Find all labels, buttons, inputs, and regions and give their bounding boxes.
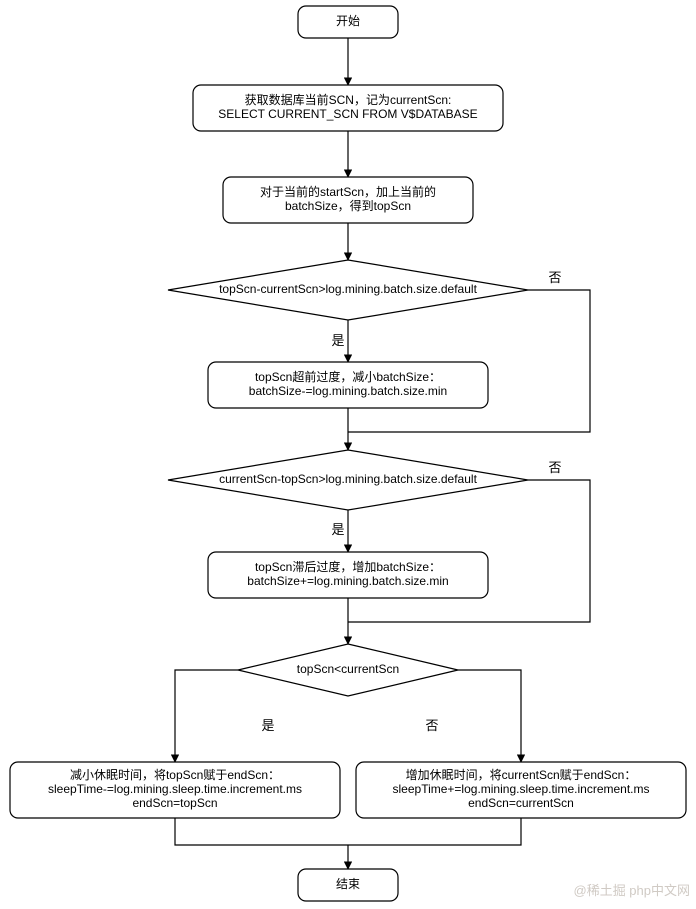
- node-dia2: currentScn-topScn>log.mining.batch.size.…: [168, 450, 528, 510]
- node-text: endScn=topScn: [132, 796, 217, 810]
- node-end: 结束: [298, 869, 398, 901]
- edge: [175, 818, 348, 845]
- node-inc: topScn滞后过度，增加batchSize：batchSize+=log.mi…: [208, 552, 488, 598]
- node-text: batchSize-=log.mining.batch.size.min: [249, 384, 447, 398]
- node-text: topScn滞后过度，增加batchSize：: [255, 559, 441, 574]
- node-text: 开始: [336, 14, 360, 28]
- edge-label: 否: [548, 270, 561, 285]
- edge-label: 是: [261, 718, 274, 733]
- edge: [348, 818, 521, 845]
- edge-label: 否: [548, 460, 561, 475]
- node-text: sleepTime-=log.mining.sleep.time.increme…: [48, 782, 302, 796]
- node-dia3: topScn<currentScn: [238, 644, 458, 696]
- watermark: @稀土掘 php中文网: [574, 883, 691, 898]
- edge-label: 否: [425, 718, 438, 733]
- node-text: 减小休眠时间，将topScn赋于endScn：: [70, 768, 280, 782]
- node-text: currentScn-topScn>log.mining.batch.size.…: [219, 472, 477, 486]
- node-right: 增加休眠时间，将currentScn赋于endScn：sleepTime+=lo…: [356, 762, 686, 818]
- node-text: topScn-currentScn>log.mining.batch.size.…: [219, 282, 477, 296]
- node-start: 开始: [298, 6, 398, 38]
- node-text: topScn<currentScn: [297, 662, 399, 676]
- node-left: 减小休眠时间，将topScn赋于endScn：sleepTime-=log.mi…: [10, 762, 340, 818]
- node-text: batchSize，得到topScn: [285, 198, 411, 213]
- node-text: sleepTime+=log.mining.sleep.time.increme…: [393, 782, 650, 796]
- node-text: 结束: [336, 877, 360, 891]
- node-text: topScn超前过度，减小batchSize：: [255, 369, 441, 384]
- edge-label: 是: [331, 333, 344, 348]
- node-getScn: 获取数据库当前SCN，记为currentScn:SELECT CURRENT_S…: [193, 85, 503, 131]
- node-text: 获取数据库当前SCN，记为currentScn:: [245, 92, 452, 107]
- node-text: batchSize+=log.mining.batch.size.min: [247, 574, 448, 588]
- edge: [458, 670, 521, 762]
- node-text: 对于当前的startScn，加上当前的: [260, 184, 436, 199]
- node-calcTop: 对于当前的startScn，加上当前的batchSize，得到topScn: [223, 177, 473, 223]
- node-text: endScn=currentScn: [468, 796, 574, 810]
- node-dec: topScn超前过度，减小batchSize：batchSize-=log.mi…: [208, 362, 488, 408]
- node-text: 增加休眠时间，将currentScn赋于endScn：: [406, 768, 637, 782]
- node-text: SELECT CURRENT_SCN FROM V$DATABASE: [218, 107, 477, 121]
- node-dia1: topScn-currentScn>log.mining.batch.size.…: [168, 260, 528, 320]
- edge: [175, 670, 238, 762]
- edge-label: 是: [331, 522, 344, 537]
